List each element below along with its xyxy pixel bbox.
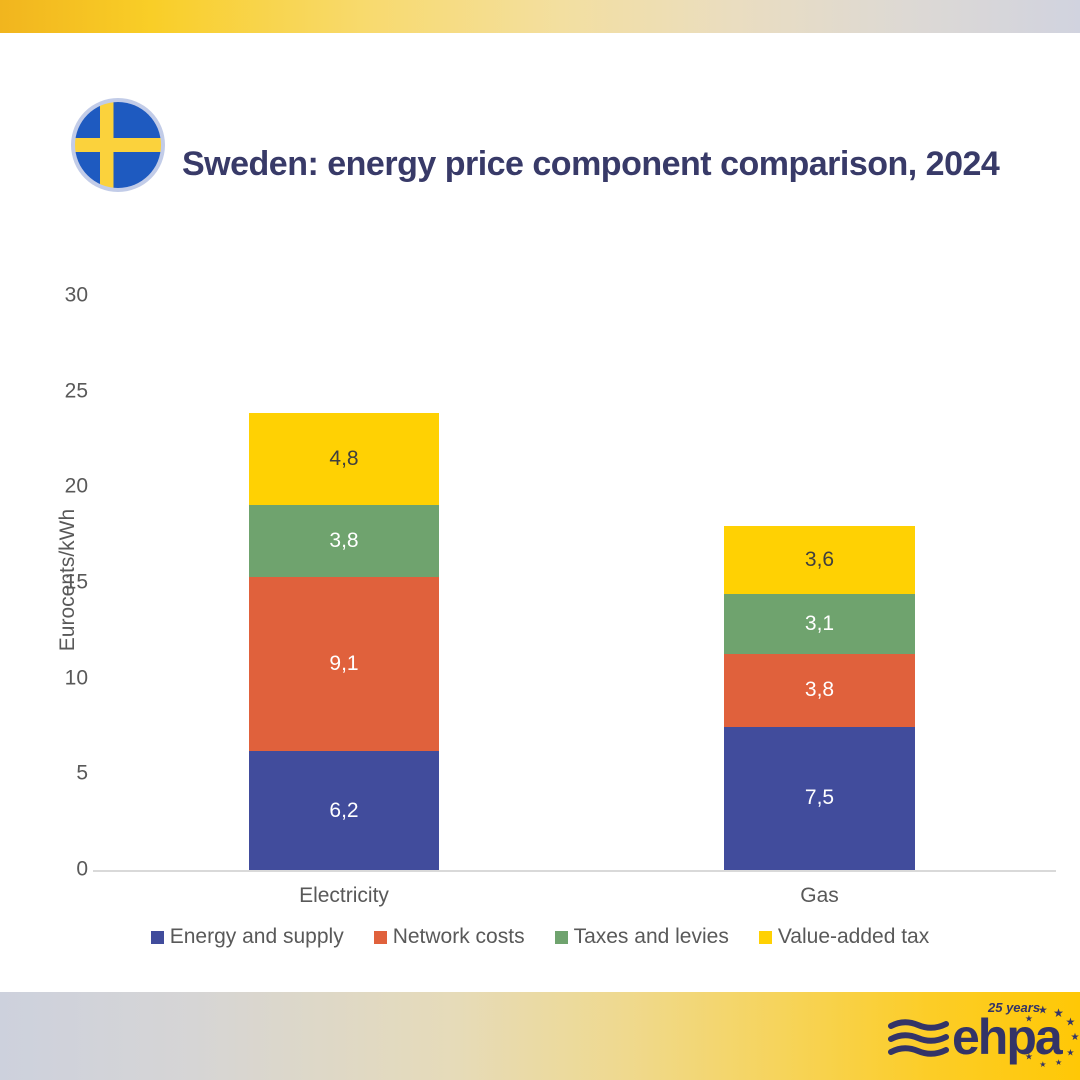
legend-swatch-icon — [150, 930, 164, 944]
y-tick-label: 5 — [76, 761, 88, 785]
x-category-label: Electricity — [299, 884, 389, 907]
legend-item: Value-added tax — [758, 925, 930, 949]
legend-label: Energy and supply — [169, 925, 344, 948]
star-icon: ★ — [1066, 1047, 1075, 1058]
star-icon: ★ — [1065, 1016, 1076, 1029]
bar-value-label: 9,1 — [329, 652, 359, 676]
y-tick-label: 30 — [64, 283, 88, 307]
legend-swatch-icon — [554, 930, 568, 944]
bar-segment: 3,1 — [724, 594, 915, 654]
bar-segment: 3,8 — [249, 504, 439, 578]
legend-swatch-icon — [758, 930, 772, 944]
star-icon: ★ — [1039, 1059, 1047, 1069]
bar-segment: 6,2 — [249, 751, 439, 870]
legend-item: Energy and supply — [150, 925, 344, 949]
star-icon: ★ — [1054, 1057, 1063, 1067]
x-axis-line — [93, 870, 1056, 872]
x-category-label: Gas — [800, 884, 839, 907]
bar-segment: 7,5 — [724, 726, 915, 870]
bar-segment: 3,8 — [724, 653, 915, 727]
legend-label: Value-added tax — [777, 925, 930, 948]
sweden-flag-icon — [71, 98, 165, 192]
y-tick-label: 20 — [64, 474, 88, 498]
top-gradient-band — [0, 0, 1080, 33]
star-icon: ★ — [1053, 1006, 1064, 1021]
bar-value-label: 7,5 — [804, 786, 835, 810]
bar-segment: 3,6 — [724, 525, 915, 595]
legend-swatch-icon — [373, 930, 387, 944]
bar-value-label: 4,8 — [329, 446, 359, 470]
bar-value-label: 3,8 — [329, 528, 359, 552]
star-icon: ★ — [1037, 1004, 1048, 1017]
y-tick-label: 10 — [64, 666, 88, 690]
legend-item: Taxes and levies — [554, 925, 729, 949]
bar-value-label: 3,1 — [804, 612, 835, 636]
star-icon: ★ — [1024, 1013, 1033, 1024]
logo-25-years-badge: 25 years — [988, 1000, 1041, 1015]
star-icon: ★ — [1024, 1051, 1033, 1062]
bar-segment: 9,1 — [249, 577, 439, 752]
ehpa-wordmark: ehpa — [952, 1009, 1063, 1065]
bar-value-label: 3,8 — [804, 678, 835, 702]
waves-icon — [888, 1019, 949, 1057]
bar-value-label: 3,6 — [804, 548, 835, 572]
legend-item: Network costs — [373, 925, 525, 949]
ehpa-logo: ehpa 25 years ★ ★ ★ ★ ★ ★ ★ ★ ★ — [880, 996, 1080, 1076]
bar-value-label: 6,2 — [329, 798, 359, 822]
legend-label: Taxes and levies — [573, 925, 729, 948]
y-tick-label: 25 — [64, 379, 88, 403]
y-tick-label: 15 — [64, 570, 88, 594]
legend: Energy and supply Network costs Taxes and … — [0, 925, 1080, 949]
page-title: Sweden: energy price component compariso… — [182, 144, 1000, 183]
bar-segment: 4,8 — [249, 412, 439, 505]
star-icon: ★ — [1070, 1032, 1080, 1043]
sweden-flag-cross — [75, 102, 161, 188]
legend-label: Network costs — [392, 925, 525, 948]
y-tick-label: 0 — [76, 857, 88, 881]
